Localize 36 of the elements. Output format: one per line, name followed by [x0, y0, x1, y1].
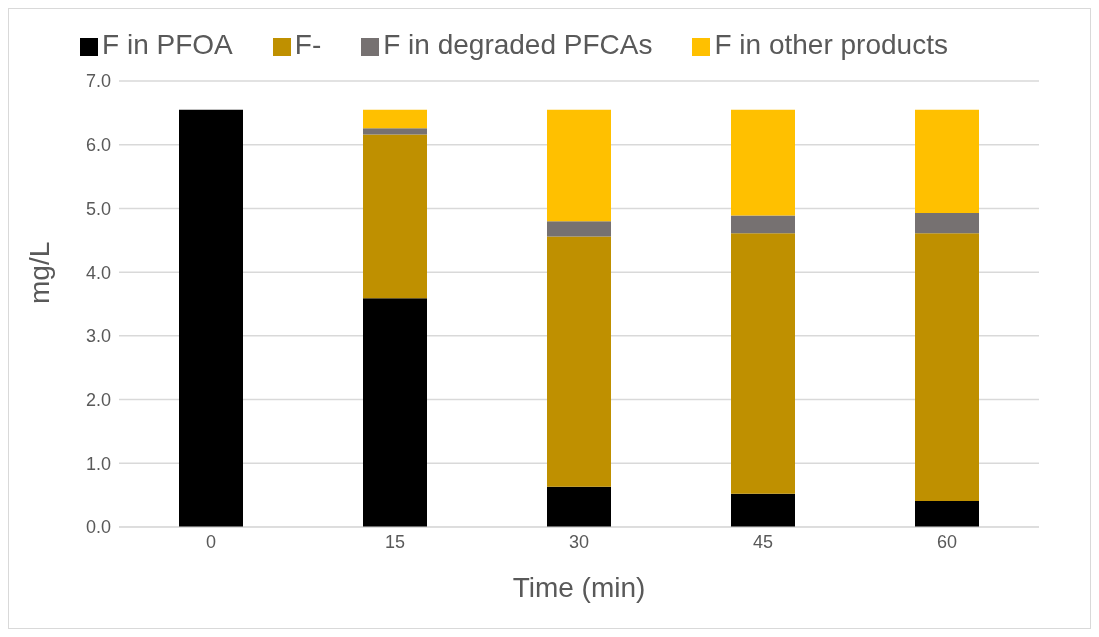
- bar: [915, 500, 979, 527]
- y-tick-label: 5.0: [85, 198, 111, 219]
- bar: [731, 493, 795, 527]
- x-tick-label: 45: [752, 531, 774, 552]
- y-tick-label: 1.0: [85, 453, 111, 474]
- bar: [363, 109, 427, 129]
- bar: [915, 109, 979, 213]
- bar: [915, 212, 979, 234]
- bar: [363, 298, 427, 527]
- bar: [179, 109, 243, 527]
- bar: [363, 128, 427, 135]
- x-tick-label: 60: [936, 531, 958, 552]
- bar: [547, 109, 611, 222]
- y-tick-label: 0.0: [85, 517, 111, 538]
- y-tick-label: 2.0: [85, 389, 111, 410]
- x-tick-label: 30: [568, 531, 590, 552]
- y-tick-label: 3.0: [85, 326, 111, 347]
- y-tick-label: 4.0: [85, 262, 111, 283]
- bar: [915, 233, 979, 501]
- x-tick-label: 15: [384, 531, 406, 552]
- bar: [731, 215, 795, 234]
- legend-label: F in PFOA: [102, 29, 233, 60]
- x-axis-title: Time (min): [512, 572, 646, 603]
- bar: [731, 233, 795, 494]
- bar: [547, 486, 611, 527]
- x-tick-label: 0: [205, 531, 217, 552]
- bar: [547, 236, 611, 487]
- legend-label: F in other products: [714, 29, 948, 60]
- y-axis-title: mg/L: [23, 241, 55, 304]
- legend-label: F in degraded PFCAs: [383, 29, 653, 60]
- y-tick-label: 6.0: [85, 135, 111, 156]
- bar: [731, 109, 795, 216]
- y-tick-label: 7.0: [85, 71, 111, 92]
- bar: [547, 221, 611, 237]
- bar: [363, 134, 427, 299]
- legend-label: F-: [294, 29, 322, 60]
